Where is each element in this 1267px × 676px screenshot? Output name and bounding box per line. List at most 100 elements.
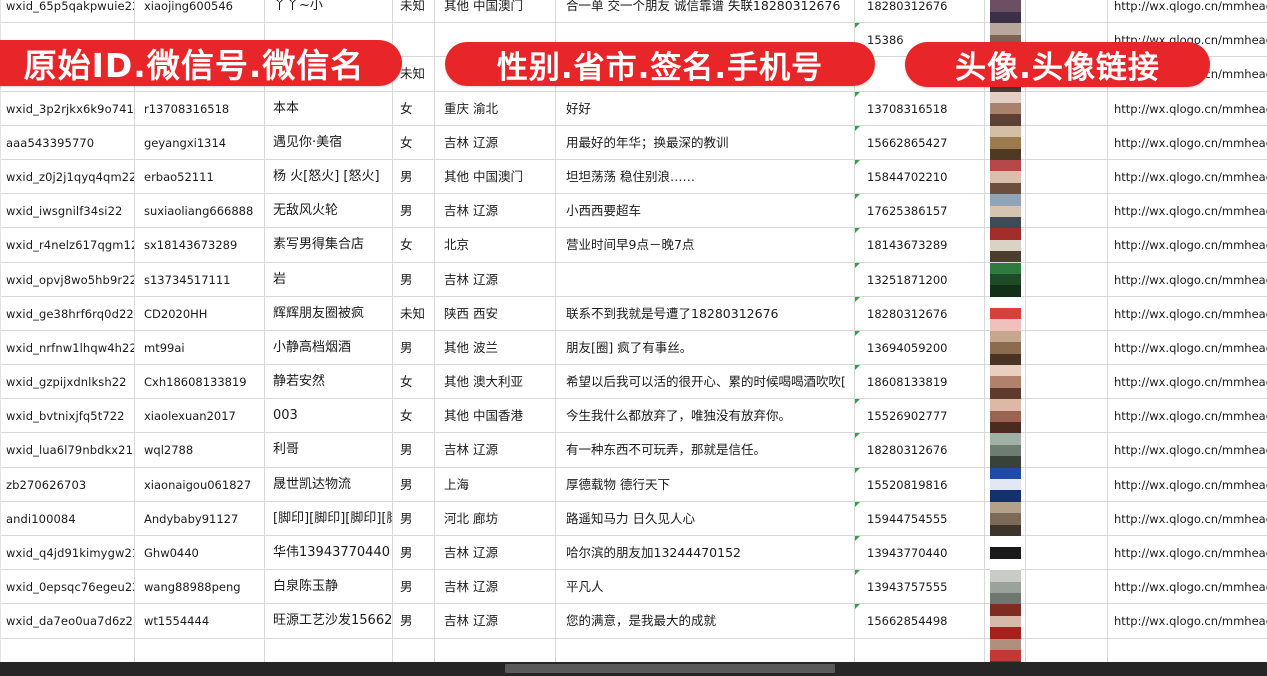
cell-gender[interactable]: 男 bbox=[393, 536, 435, 571]
cell-wechat-name[interactable]: 003 bbox=[265, 399, 393, 434]
cell-original-id[interactable]: wxid_iwsgnilf34si22 bbox=[0, 194, 135, 229]
cell-gender[interactable]: 女 bbox=[393, 125, 435, 160]
cell-original-id[interactable]: wxid_lua6l79nbdkx21 bbox=[0, 433, 135, 468]
cell-wechat-id[interactable]: sx18143673289 bbox=[135, 228, 265, 263]
cell-avatar[interactable] bbox=[985, 262, 1026, 297]
cell-signature[interactable]: 有一种东西不可玩弄，那就是信任。 bbox=[556, 433, 855, 468]
cell-wechat-id[interactable]: Cxh18608133819 bbox=[135, 365, 265, 400]
cell-wechat-id[interactable]: r13708316518 bbox=[135, 91, 265, 126]
cell-avatar-link[interactable]: http://wx.qlogo.cn/mmhead bbox=[1114, 511, 1267, 526]
cell-wechat-name[interactable]: 岩 bbox=[265, 262, 393, 297]
cell-phone[interactable]: 15944754555 bbox=[855, 501, 985, 536]
cell-avatar-link[interactable]: http://wx.qlogo.cn/mmhead bbox=[1114, 272, 1267, 287]
cell-gender[interactable]: 男 bbox=[393, 501, 435, 536]
cell-province-city[interactable]: 其他 中国香港 bbox=[435, 399, 556, 434]
cell-signature[interactable]: 小西西要超车 bbox=[556, 194, 855, 229]
cell-avatar-spacer[interactable] bbox=[1026, 125, 1108, 160]
spreadsheet-grid[interactable]: wxid_65p5qakpwuie22 xiaojing600546 丫丫~小 未知其… bbox=[0, 0, 1267, 662]
cell-avatar-link[interactable]: http://wx.qlogo.cn/mmhead bbox=[1114, 477, 1267, 492]
cell-avatar-spacer[interactable] bbox=[1026, 536, 1108, 571]
table-row[interactable]: wxid_gzpijxdnlksh22 Cxh18608133819 静若安然女其他… bbox=[0, 365, 1267, 400]
cell-phone[interactable]: 15662865427 bbox=[855, 125, 985, 160]
cell-signature[interactable]: 营业时间早9点－晚7点 bbox=[556, 228, 855, 263]
table-row[interactable]: wxid_z0j2j1qyq4qm22 erbao52111 杨 火[怒火] [怒火… bbox=[0, 159, 1267, 195]
cell-signature[interactable]: 希望以后我可以活的很开心、累的时候喝喝酒吹吹[ bbox=[556, 365, 855, 400]
cell-original-id[interactable]: wxid_ge38hrf6rq0d22 bbox=[0, 296, 135, 331]
cell-avatar-link[interactable]: http://wx.qlogo.cn/mmhead bbox=[1114, 409, 1267, 424]
cell-wechat-id[interactable]: Andybaby91127 bbox=[135, 501, 265, 536]
cell-wechat-id[interactable]: wql2788 bbox=[135, 433, 265, 468]
cell-avatar[interactable] bbox=[985, 228, 1026, 263]
cell-phone[interactable]: 18280312676 bbox=[855, 296, 985, 331]
table-row[interactable]: wxid_lua6l79nbdkx21 wql2788 利哥男吉林 辽源 有一种东西不… bbox=[0, 433, 1267, 468]
table-row[interactable]: wxid_65p5qakpwuie22 xiaojing600546 丫丫~小 未知其… bbox=[0, 0, 1267, 24]
cell-province-city[interactable]: 北京 bbox=[435, 228, 556, 263]
cell-phone[interactable]: 15526902777 bbox=[855, 399, 985, 434]
cell-avatar-spacer[interactable] bbox=[1026, 91, 1108, 126]
cell-avatar-spacer[interactable] bbox=[1026, 570, 1108, 605]
cell-signature[interactable]: 用最好的年华；换最深的教训 bbox=[556, 125, 855, 160]
cell-original-id[interactable]: wxid_0epsqc76egeu22 bbox=[0, 570, 135, 605]
cell-avatar[interactable] bbox=[985, 536, 1026, 571]
cell-phone[interactable]: 17625386157 bbox=[855, 194, 985, 229]
cell-gender[interactable]: 男 bbox=[393, 194, 435, 229]
cell-avatar-spacer[interactable] bbox=[1026, 296, 1108, 331]
cell-wechat-id[interactable]: suxiaoliang666888 bbox=[135, 194, 265, 229]
cell-original-id[interactable]: wxid_opvj8wo5hb9r22 bbox=[0, 262, 135, 297]
cell-signature[interactable]: 坦坦荡荡 稳住别浪…… bbox=[556, 159, 855, 195]
cell-wechat-id[interactable]: s13734517111 bbox=[135, 262, 265, 297]
cell-avatar-link[interactable]: http://wx.qlogo.cn/mmhead bbox=[1114, 169, 1267, 184]
cell-gender[interactable]: 男 bbox=[393, 604, 435, 639]
cell-avatar-spacer[interactable] bbox=[1026, 330, 1108, 366]
cell-signature[interactable] bbox=[556, 262, 855, 297]
cell-phone[interactable]: 15844702210 bbox=[855, 159, 985, 195]
cell-wechat-id[interactable]: xiaolexuan2017 bbox=[135, 399, 265, 434]
cell-signature[interactable]: 厚德载物 德行天下 bbox=[556, 467, 855, 502]
cell-gender[interactable]: 男 bbox=[393, 159, 435, 195]
cell-province-city[interactable]: 陕西 西安 bbox=[435, 296, 556, 331]
cell-wechat-name[interactable]: 无敌风火轮 bbox=[265, 194, 393, 229]
cell-province-city[interactable]: 吉林 辽源 bbox=[435, 125, 556, 160]
cell-avatar[interactable] bbox=[985, 365, 1026, 400]
cell-avatar-spacer[interactable] bbox=[1026, 638, 1108, 662]
cell-avatar-spacer[interactable] bbox=[1026, 262, 1108, 297]
cell-avatar-link[interactable]: http://wx.qlogo.cn/mmhead bbox=[1114, 0, 1267, 13]
cell-signature[interactable] bbox=[556, 638, 855, 662]
cell-phone[interactable]: 13708316518 bbox=[855, 91, 985, 126]
cell-wechat-id[interactable]: wt1554444 bbox=[135, 604, 265, 639]
table-row[interactable]: wxid_ge38hrf6rq0d22 CD2020HH 辉辉朋友圈被疯 未知 陕西 西… bbox=[0, 296, 1267, 331]
cell-phone[interactable]: 18280312676 bbox=[855, 433, 985, 468]
cell-gender[interactable] bbox=[393, 23, 435, 58]
table-row[interactable]: wxid_bvtnixjfq5t722 xiaolexuan2017 003 女其他 … bbox=[0, 399, 1267, 434]
cell-avatar[interactable] bbox=[985, 638, 1026, 662]
cell-phone[interactable]: 15386 bbox=[855, 23, 985, 58]
table-row[interactable]: wxid_opvj8wo5hb9r22 s13734517111 岩男吉林 辽源 13… bbox=[0, 262, 1267, 297]
cell-avatar[interactable] bbox=[985, 194, 1026, 229]
table-row[interactable]: wxid_iwsgnilf34si22 suxiaoliang666888 无敌风火… bbox=[0, 194, 1267, 229]
cell-province-city[interactable]: 吉林 辽源 bbox=[435, 262, 556, 297]
cell-phone[interactable]: 15520819816 bbox=[855, 467, 985, 502]
cell-province-city[interactable] bbox=[435, 23, 556, 58]
cell-avatar[interactable] bbox=[985, 0, 1026, 24]
cell-original-id[interactable]: wxid_nrfnw1lhqw4h22 bbox=[0, 330, 135, 366]
cell-avatar-link[interactable]: http://wx.qlogo.cn/mmhead bbox=[1114, 340, 1267, 355]
cell-avatar[interactable] bbox=[985, 91, 1026, 126]
cell-wechat-name[interactable]: 旺源工艺沙发15662854 bbox=[265, 604, 393, 639]
cell-province-city[interactable]: 吉林 辽源 bbox=[435, 194, 556, 229]
cell-gender[interactable]: 未知 bbox=[393, 0, 435, 24]
cell-province-city[interactable]: 吉林 辽源 bbox=[435, 604, 556, 639]
cell-signature[interactable]: 平凡人 bbox=[556, 570, 855, 605]
cell-avatar-link[interactable]: http://wx.qlogo.cn/mmhead bbox=[1114, 580, 1267, 595]
table-row[interactable]: aaa543395770 geyangxi1314 遇见你·美宿女吉林 辽源 用最好的… bbox=[0, 125, 1267, 160]
cell-avatar-link[interactable]: http://wx.qlogo.cn/mmhead bbox=[1114, 204, 1267, 219]
cell-avatar-link[interactable]: http://wx.qlogo.cn/mmhead bbox=[1114, 101, 1267, 116]
cell-gender[interactable]: 女 bbox=[393, 228, 435, 263]
cell-signature[interactable]: 哈尔滨的朋友加13244470152 bbox=[556, 536, 855, 571]
cell-phone[interactable]: 13251871200 bbox=[855, 262, 985, 297]
cell-province-city[interactable]: 其他 中国澳门 bbox=[435, 0, 556, 24]
cell-signature[interactable]: 您的满意，是我最大的成就 bbox=[556, 604, 855, 639]
cell-phone[interactable]: 13694059200 bbox=[855, 330, 985, 366]
cell-wechat-name[interactable] bbox=[265, 23, 393, 58]
cell-wechat-name[interactable]: 素写男得集合店 bbox=[265, 228, 393, 263]
cell-wechat-name[interactable]: 遇见你·美宿 bbox=[265, 125, 393, 160]
